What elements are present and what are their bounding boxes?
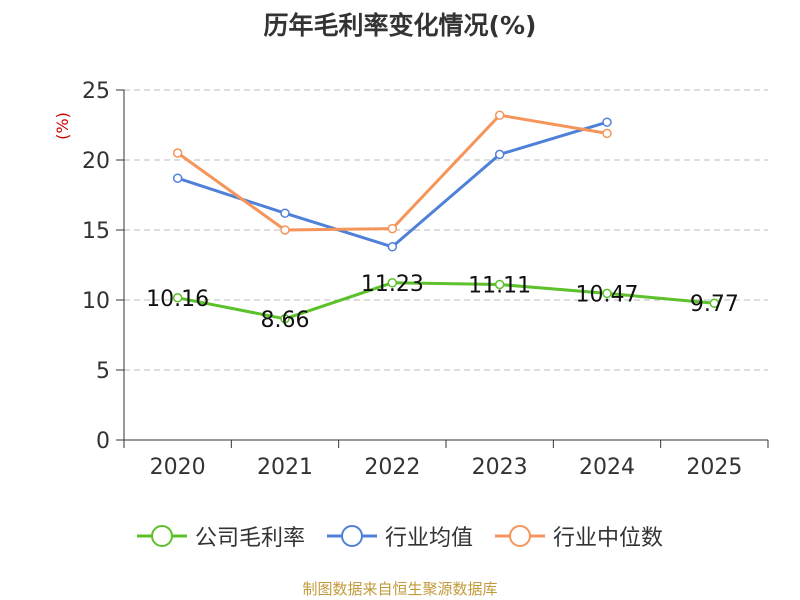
series-line	[176, 113, 608, 232]
y-tick-label: 25	[82, 79, 110, 104]
data-point	[172, 293, 183, 303]
data-label: 11.23	[361, 272, 424, 297]
y-tick-label: 10	[82, 289, 110, 314]
data-point	[494, 279, 505, 290]
y-tick-label: 5	[96, 359, 110, 384]
legend-marker-icon	[495, 525, 545, 547]
data-point	[172, 148, 183, 158]
data-point	[172, 173, 183, 183]
legend-item[interactable]: 公司毛利率	[136, 520, 305, 552]
x-tick-label: 2023	[472, 455, 528, 480]
data-point	[709, 298, 720, 308]
x-tick-label: 2025	[686, 455, 742, 480]
y-tick-label: 15	[82, 219, 110, 244]
x-tick-label: 2020	[150, 455, 206, 480]
data-point	[494, 110, 505, 120]
chart-title: 历年毛利率变化情况(%)	[263, 11, 537, 40]
legend-label: 行业中位数	[553, 526, 664, 551]
legend-label: 行业均值	[384, 526, 473, 551]
data-point	[280, 314, 290, 324]
data-label: 9.77	[690, 292, 739, 317]
x-tick-label: 2024	[579, 455, 635, 480]
data-label: 10.16	[146, 287, 209, 312]
data-point	[280, 208, 290, 218]
legend-marker-icon	[326, 525, 377, 547]
legend: 公司毛利率 行业均值 行业中位数	[0, 520, 800, 552]
y-axis-label: (%)	[53, 112, 72, 140]
data-labels: 10.16 8.66 11.23 11.11 10.47 9.77	[146, 272, 739, 333]
data-point	[387, 242, 398, 252]
data-point	[494, 149, 505, 160]
data-point	[602, 117, 612, 127]
data-point	[602, 288, 612, 299]
y-tick-label: 0	[96, 429, 110, 454]
series-group	[172, 110, 720, 324]
legend-item[interactable]: 行业中位数	[495, 520, 663, 552]
data-label: 10.47	[576, 282, 639, 307]
y-tick-label: 20	[82, 149, 110, 174]
x-tick-label: 2021	[257, 455, 313, 480]
source-footer: 制图数据来自恒生聚源数据库	[302, 580, 498, 598]
data-label: 8.66	[261, 308, 310, 333]
grid-lines	[124, 89, 768, 371]
legend-label: 公司毛利率	[194, 526, 305, 551]
data-label: 11.11	[468, 273, 531, 298]
data-point	[280, 225, 290, 235]
x-tick-label: 2022	[364, 455, 420, 480]
data-point	[602, 128, 612, 139]
legend-item[interactable]: 行业均值	[326, 520, 473, 552]
series-line	[177, 281, 715, 321]
legend-marker-icon	[136, 525, 187, 547]
data-point	[387, 278, 398, 288]
data-point	[387, 223, 398, 234]
